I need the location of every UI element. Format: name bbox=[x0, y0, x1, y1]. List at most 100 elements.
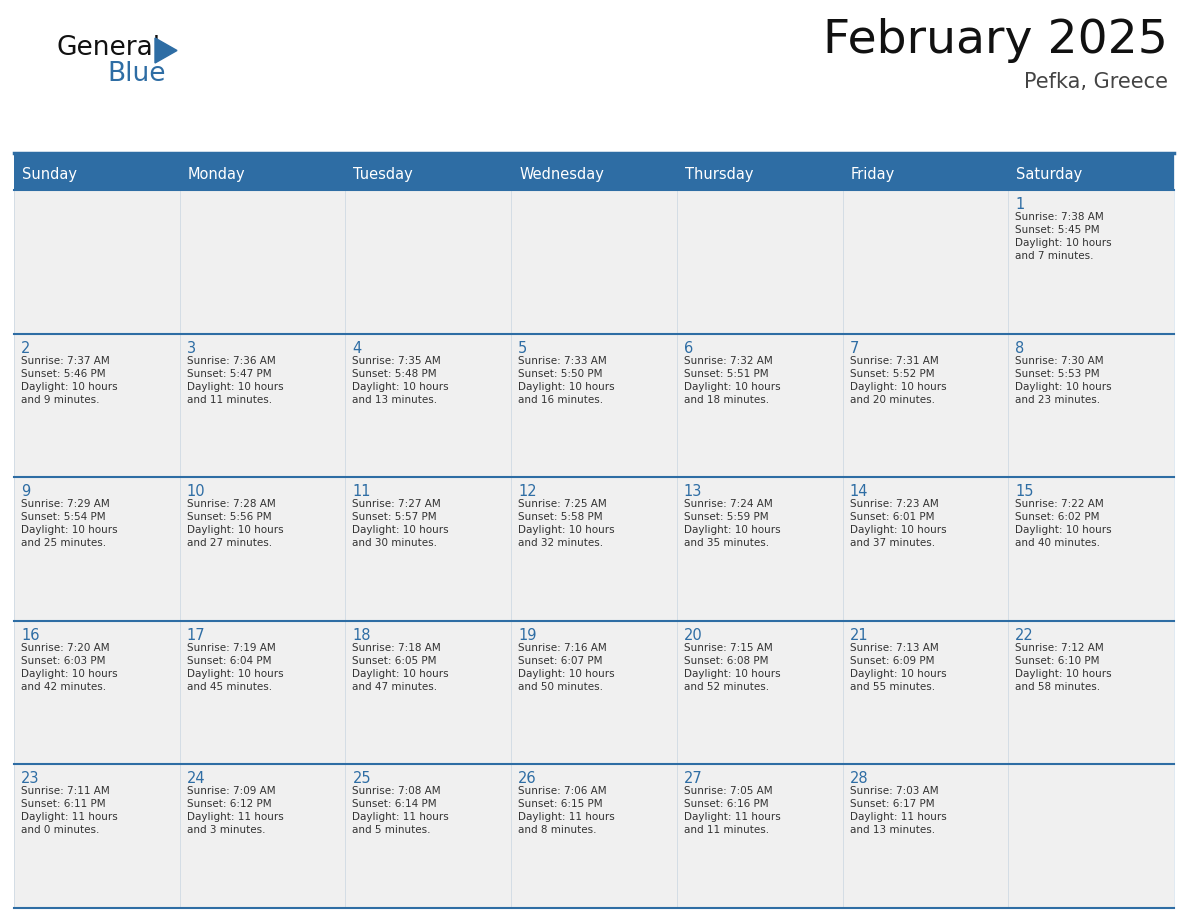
Text: Sunrise: 7:25 AM: Sunrise: 7:25 AM bbox=[518, 499, 607, 509]
Text: Sunset: 6:17 PM: Sunset: 6:17 PM bbox=[849, 800, 934, 810]
Text: and 13 minutes.: and 13 minutes. bbox=[849, 825, 935, 835]
Text: Sunrise: 7:23 AM: Sunrise: 7:23 AM bbox=[849, 499, 939, 509]
Text: and 55 minutes.: and 55 minutes. bbox=[849, 682, 935, 692]
Text: Daylight: 10 hours: Daylight: 10 hours bbox=[518, 669, 614, 678]
Text: and 50 minutes.: and 50 minutes. bbox=[518, 682, 604, 692]
Text: Sunset: 5:50 PM: Sunset: 5:50 PM bbox=[518, 369, 602, 378]
Text: and 23 minutes.: and 23 minutes. bbox=[1016, 395, 1100, 405]
Text: and 5 minutes.: and 5 minutes. bbox=[353, 825, 431, 835]
Bar bbox=[346, 333, 511, 477]
Bar bbox=[842, 333, 1009, 477]
Text: Daylight: 10 hours: Daylight: 10 hours bbox=[21, 525, 118, 535]
Text: Thursday: Thursday bbox=[684, 167, 753, 182]
Text: and 27 minutes.: and 27 minutes. bbox=[187, 538, 272, 548]
Text: 5: 5 bbox=[518, 341, 527, 355]
Text: Sunrise: 7:05 AM: Sunrise: 7:05 AM bbox=[684, 787, 772, 797]
Bar bbox=[14, 765, 179, 908]
Text: 23: 23 bbox=[21, 771, 39, 787]
Text: and 16 minutes.: and 16 minutes. bbox=[518, 395, 604, 405]
Text: Sunset: 5:53 PM: Sunset: 5:53 PM bbox=[1016, 369, 1100, 378]
Text: Sunrise: 7:36 AM: Sunrise: 7:36 AM bbox=[187, 355, 276, 365]
Text: Sunset: 5:45 PM: Sunset: 5:45 PM bbox=[1016, 225, 1100, 235]
Text: Sunrise: 7:37 AM: Sunrise: 7:37 AM bbox=[21, 355, 109, 365]
Bar bbox=[677, 190, 842, 333]
Text: Sunrise: 7:33 AM: Sunrise: 7:33 AM bbox=[518, 355, 607, 365]
Text: Blue: Blue bbox=[107, 61, 165, 87]
Text: Sunrise: 7:27 AM: Sunrise: 7:27 AM bbox=[353, 499, 441, 509]
Text: 8: 8 bbox=[1016, 341, 1024, 355]
Text: Daylight: 10 hours: Daylight: 10 hours bbox=[849, 382, 946, 392]
Text: Daylight: 10 hours: Daylight: 10 hours bbox=[353, 382, 449, 392]
Text: Sunset: 6:11 PM: Sunset: 6:11 PM bbox=[21, 800, 106, 810]
Text: Daylight: 11 hours: Daylight: 11 hours bbox=[21, 812, 118, 823]
Text: Saturday: Saturday bbox=[1016, 167, 1082, 182]
Text: 25: 25 bbox=[353, 771, 371, 787]
Bar bbox=[511, 190, 677, 333]
Text: 28: 28 bbox=[849, 771, 868, 787]
Text: Daylight: 10 hours: Daylight: 10 hours bbox=[849, 669, 946, 678]
Text: #111111: #111111 bbox=[57, 36, 63, 37]
Bar bbox=[179, 765, 346, 908]
Text: 1: 1 bbox=[1016, 197, 1024, 212]
Text: Sunset: 6:09 PM: Sunset: 6:09 PM bbox=[849, 655, 934, 666]
Text: Daylight: 10 hours: Daylight: 10 hours bbox=[518, 382, 614, 392]
Text: Sunset: 6:01 PM: Sunset: 6:01 PM bbox=[849, 512, 934, 522]
Text: Sunset: 5:58 PM: Sunset: 5:58 PM bbox=[518, 512, 602, 522]
Text: 21: 21 bbox=[849, 628, 868, 643]
Text: Daylight: 10 hours: Daylight: 10 hours bbox=[21, 669, 118, 678]
Text: Sunrise: 7:20 AM: Sunrise: 7:20 AM bbox=[21, 643, 109, 653]
Bar bbox=[842, 155, 1009, 190]
Text: and 32 minutes.: and 32 minutes. bbox=[518, 538, 604, 548]
Text: 15: 15 bbox=[1016, 484, 1034, 499]
Text: Sunrise: 7:32 AM: Sunrise: 7:32 AM bbox=[684, 355, 772, 365]
Bar bbox=[346, 621, 511, 765]
Bar bbox=[677, 155, 842, 190]
Text: Sunset: 5:59 PM: Sunset: 5:59 PM bbox=[684, 512, 769, 522]
Text: Sunrise: 7:06 AM: Sunrise: 7:06 AM bbox=[518, 787, 607, 797]
Text: Tuesday: Tuesday bbox=[353, 167, 413, 182]
Text: 12: 12 bbox=[518, 484, 537, 499]
Text: 16: 16 bbox=[21, 628, 39, 643]
Text: Sunrise: 7:35 AM: Sunrise: 7:35 AM bbox=[353, 355, 441, 365]
Bar bbox=[14, 190, 179, 333]
Text: Sunset: 6:04 PM: Sunset: 6:04 PM bbox=[187, 655, 271, 666]
Text: Daylight: 11 hours: Daylight: 11 hours bbox=[353, 812, 449, 823]
Text: Sunrise: 7:24 AM: Sunrise: 7:24 AM bbox=[684, 499, 772, 509]
Text: Sunrise: 7:31 AM: Sunrise: 7:31 AM bbox=[849, 355, 939, 365]
Bar bbox=[179, 621, 346, 765]
Bar bbox=[677, 621, 842, 765]
Text: Wednesday: Wednesday bbox=[519, 167, 604, 182]
Text: Sunset: 6:12 PM: Sunset: 6:12 PM bbox=[187, 800, 271, 810]
Bar bbox=[346, 155, 511, 190]
Bar bbox=[179, 190, 346, 333]
Text: Sunset: 5:48 PM: Sunset: 5:48 PM bbox=[353, 369, 437, 378]
Text: and 7 minutes.: and 7 minutes. bbox=[1016, 251, 1094, 261]
Text: Sunset: 6:05 PM: Sunset: 6:05 PM bbox=[353, 655, 437, 666]
Bar bbox=[14, 621, 179, 765]
Text: 24: 24 bbox=[187, 771, 206, 787]
Text: Sunset: 6:10 PM: Sunset: 6:10 PM bbox=[1016, 655, 1100, 666]
Bar bbox=[677, 333, 842, 477]
Text: Sunrise: 7:13 AM: Sunrise: 7:13 AM bbox=[849, 643, 939, 653]
Text: and 8 minutes.: and 8 minutes. bbox=[518, 825, 596, 835]
Text: Daylight: 10 hours: Daylight: 10 hours bbox=[849, 525, 946, 535]
Text: 26: 26 bbox=[518, 771, 537, 787]
Text: and 3 minutes.: and 3 minutes. bbox=[187, 825, 265, 835]
Bar bbox=[1009, 621, 1174, 765]
Text: and 13 minutes.: and 13 minutes. bbox=[353, 395, 437, 405]
Text: and 35 minutes.: and 35 minutes. bbox=[684, 538, 769, 548]
Bar bbox=[511, 621, 677, 765]
Bar bbox=[842, 477, 1009, 621]
Bar bbox=[14, 333, 179, 477]
Text: 3: 3 bbox=[187, 341, 196, 355]
Text: Sunset: 5:52 PM: Sunset: 5:52 PM bbox=[849, 369, 934, 378]
Text: Sunrise: 7:28 AM: Sunrise: 7:28 AM bbox=[187, 499, 276, 509]
Text: 14: 14 bbox=[849, 484, 868, 499]
Text: 27: 27 bbox=[684, 771, 702, 787]
Text: Daylight: 11 hours: Daylight: 11 hours bbox=[187, 812, 284, 823]
Text: Sunrise: 7:30 AM: Sunrise: 7:30 AM bbox=[1016, 355, 1104, 365]
Bar bbox=[1009, 155, 1174, 190]
Text: Pefka, Greece: Pefka, Greece bbox=[1024, 72, 1168, 92]
Text: General: General bbox=[57, 35, 162, 61]
Bar bbox=[511, 333, 677, 477]
